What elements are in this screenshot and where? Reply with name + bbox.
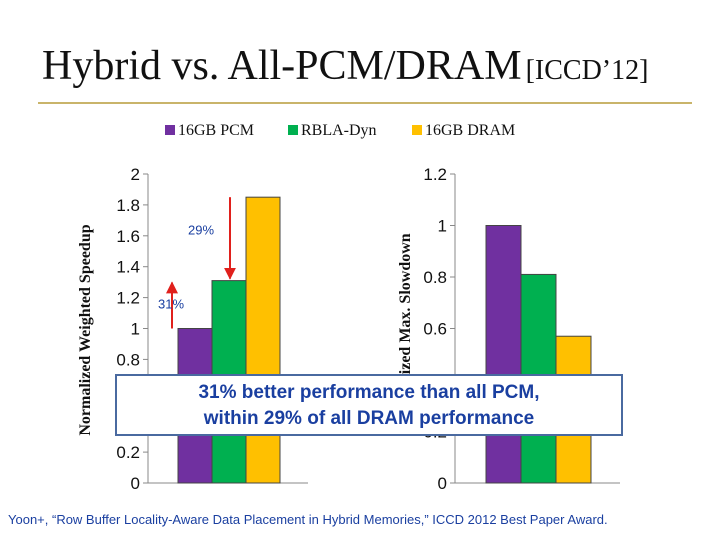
y-tick-label: 1.2 xyxy=(423,165,447,184)
y-tick-label: 1 xyxy=(131,320,140,339)
y-tick-label: 0.6 xyxy=(423,320,447,339)
citation: Yoon+, “Row Buffer Locality-Aware Data P… xyxy=(8,512,608,527)
annotation-31-percent: 31% xyxy=(158,296,184,311)
y-axis-label: Normalized Weighted Speedup xyxy=(77,224,94,435)
legend-label-1: RBLA-Dyn xyxy=(301,122,377,139)
y-tick-label: 0.8 xyxy=(423,268,447,287)
callout-box: 31% better performance than all PCM, wit… xyxy=(115,374,623,436)
y-tick-label: 2 xyxy=(131,165,140,184)
y-tick-label: 1.8 xyxy=(116,196,140,215)
callout-line-1: 31% better performance than all PCM, xyxy=(198,382,540,403)
annotation-29-percent: 29% xyxy=(188,222,214,237)
legend-label-0: 16GB PCM xyxy=(178,122,254,139)
bar-16gb-dram xyxy=(245,196,281,484)
title-divider xyxy=(38,102,692,104)
legend-label-2: 16GB DRAM xyxy=(425,122,515,139)
y-tick-label: 0.2 xyxy=(116,443,140,462)
callout-line-2: within 29% of all DRAM performance xyxy=(203,408,535,429)
y-tick-label: 0 xyxy=(131,474,140,493)
slide-title: Hybrid vs. All-PCM/DRAM [ICCD’12] xyxy=(42,42,648,90)
legend: 16GB PCM RBLA-Dyn 16GB DRAM xyxy=(165,122,515,139)
slide-title-main: Hybrid vs. All-PCM/DRAM xyxy=(42,43,522,89)
y-tick-label: 0.8 xyxy=(116,350,140,369)
citation-title: Row Buffer Locality-Aware Data Placement… xyxy=(56,512,421,527)
legend-swatch-2 xyxy=(412,125,422,135)
citation-prefix: Yoon+, “ xyxy=(8,512,57,527)
legend-swatch-0 xyxy=(165,125,175,135)
slide-title-reference: [ICCD’12] xyxy=(525,55,649,86)
bar-16gb-pcm xyxy=(485,225,522,484)
legend-swatch-1 xyxy=(288,125,298,135)
y-tick-label: 1.6 xyxy=(116,227,140,246)
y-tick-label: 1.2 xyxy=(116,289,140,308)
y-tick-label: 1 xyxy=(438,217,447,236)
citation-suffix: ,” ICCD 2012 Best Paper Award. xyxy=(420,512,608,527)
y-tick-label: 1.4 xyxy=(116,258,140,277)
y-tick-label: 0 xyxy=(438,474,447,493)
